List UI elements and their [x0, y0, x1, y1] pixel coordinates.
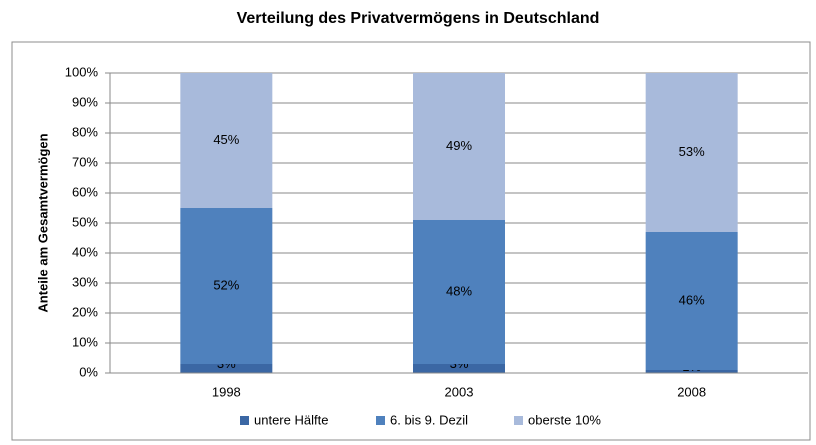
bar-segment — [413, 364, 505, 373]
data-label: 46% — [679, 292, 705, 307]
data-label: 45% — [213, 132, 239, 147]
legend-swatch — [514, 416, 523, 425]
y-tick-label: 80% — [72, 124, 98, 139]
data-label: 48% — [446, 283, 472, 298]
bar-segment — [180, 73, 273, 208]
bar-segment — [413, 73, 505, 220]
y-tick-label: 70% — [72, 154, 98, 169]
x-tick-label: 1998 — [212, 384, 241, 399]
bar-segment — [645, 370, 738, 373]
y-tick-label: 90% — [72, 94, 98, 109]
bar-segment — [645, 232, 738, 370]
y-tick-label: 10% — [72, 334, 98, 349]
data-label: 49% — [446, 138, 472, 153]
data-label: 52% — [213, 277, 239, 292]
legend-label: oberste 10% — [528, 412, 601, 427]
chart-frame — [11, 41, 811, 441]
chart-title: Verteilung des Privatvermögens in Deutsc… — [237, 10, 600, 27]
bar-segment — [180, 364, 273, 373]
y-tick-label: 50% — [72, 214, 98, 229]
x-tick-label: 2003 — [445, 384, 474, 399]
bar-segment — [645, 73, 738, 232]
legend-label: 6. bis 9. Dezil — [390, 412, 468, 427]
y-tick-label: 40% — [72, 244, 98, 259]
data-label: 53% — [679, 144, 705, 159]
y-tick-label: 30% — [72, 274, 98, 289]
legend-label: untere Hälfte — [254, 412, 328, 427]
bar-segment — [180, 208, 273, 364]
y-axis-title: Anteile am Gesamtvermögen — [35, 133, 50, 312]
y-tick-label: 20% — [72, 304, 98, 319]
y-tick-label: 60% — [72, 184, 98, 199]
y-tick-label: 0% — [79, 364, 98, 379]
y-tick-label: 100% — [65, 64, 99, 79]
legend-swatch — [240, 416, 249, 425]
legend-swatch — [376, 416, 385, 425]
x-tick-label: 2008 — [677, 384, 706, 399]
bar-segment — [413, 220, 505, 364]
